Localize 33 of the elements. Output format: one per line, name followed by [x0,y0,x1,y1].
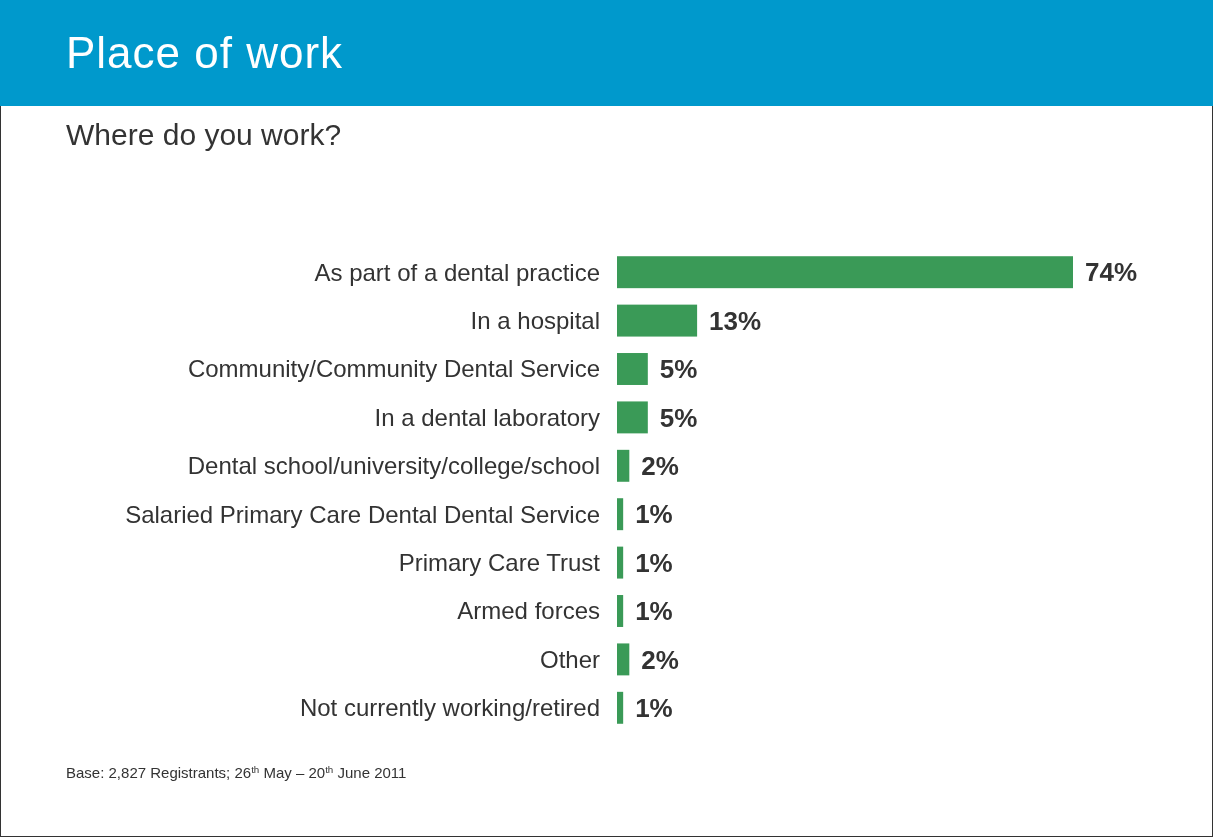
y-tick-label: Community/Community Dental Service [187,355,600,383]
y-tick-label: Primary Care Trust [398,549,601,576]
text: Place of work [66,28,344,77]
text: Where do you work? [66,118,342,151]
bar [617,256,1073,289]
data-label: 5% [659,402,698,433]
bar [617,546,624,579]
data-label: 1% [635,596,673,627]
y-tick-label: Not currently working/retired [299,694,600,722]
data-label: 1% [635,547,673,578]
bar [617,353,648,385]
y-tick-label: As part of a dental practice [314,258,600,286]
y-tick-label: Dental school/university/college/school [187,452,600,480]
data-label: 5% [659,354,698,385]
bar [617,691,624,724]
data-label: 13% [709,305,762,336]
bar [617,498,624,531]
bar [617,401,648,434]
y-tick-label: Armed forces [457,597,600,625]
data-label: 2% [641,450,679,481]
bar [617,595,624,627]
data-label: 2% [641,644,679,675]
data-label: 1% [635,499,673,530]
bar [617,643,630,676]
y-tick-label: Other [539,645,600,673]
y-tick-label: In a dental laboratory [374,403,600,431]
data-label: 74% [1085,257,1138,288]
data-label: 1% [635,692,673,723]
y-tick-label: Salaried Primary Care Dental Dental Service [125,500,600,528]
bar [617,304,698,337]
bar [617,449,630,482]
text: Base: 2,827 Registrants; 26$^{th}$ May – 20$^{th}$ June 2011 [66,763,407,781]
y-tick-label: In a hospital [470,307,600,334]
